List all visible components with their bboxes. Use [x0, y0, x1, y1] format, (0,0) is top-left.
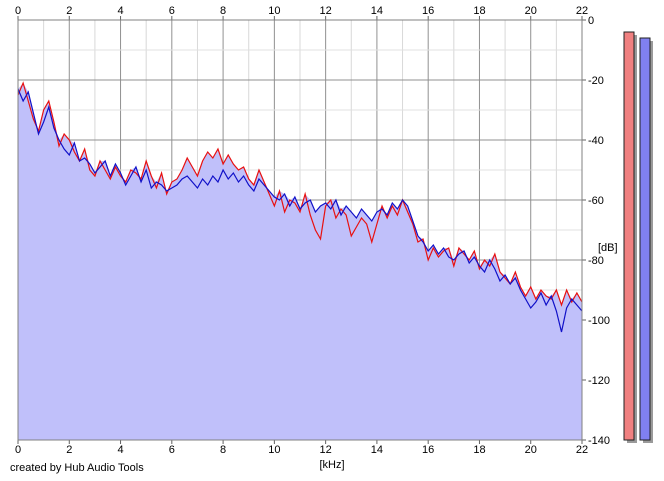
- x-tick-label-bottom: 6: [169, 444, 175, 456]
- level-meter-bar-1: [623, 31, 635, 441]
- y-tick-labels: 0 -20 -40 -60 -80 -100 -120 -140: [588, 15, 610, 447]
- y-tick-label: -100: [588, 315, 610, 327]
- y-axis-label: [dB]: [598, 242, 618, 254]
- y-tick-label: 0: [588, 15, 594, 27]
- y-tick-label: -40: [588, 135, 604, 147]
- y-tick-label: -140: [588, 435, 610, 447]
- x-axis-label: [kHz]: [319, 459, 344, 471]
- level-meters: [623, 31, 653, 443]
- y-tick-label: -80: [588, 255, 604, 267]
- x-tick-label-bottom: 2: [66, 444, 72, 456]
- x-tick-label-top: 0: [15, 5, 21, 17]
- x-tick-label-bottom: 8: [220, 444, 226, 456]
- spectrum-fill-area: [18, 83, 582, 440]
- x-tick-label-bottom: 20: [525, 444, 537, 456]
- level-meter-bar-2: [639, 37, 651, 441]
- x-tick-label-bottom: 22: [576, 444, 588, 456]
- x-tick-label-top: 14: [371, 5, 383, 17]
- y-tick-label: -120: [588, 375, 610, 387]
- x-tick-label-top: 2: [66, 5, 72, 17]
- x-tick-label-top: 6: [169, 5, 175, 17]
- x-tick-label-top: 4: [117, 5, 123, 17]
- credit-text: created by Hub Audio Tools: [10, 462, 144, 474]
- series-layer: [17, 81, 583, 440]
- x-tick-label-bottom: 4: [117, 444, 123, 456]
- x-tick-label-top: 8: [220, 5, 226, 17]
- series-line-blue: [17, 88, 583, 333]
- x-tick-label-bottom: 0: [15, 444, 21, 456]
- x-tick-label-top: 10: [268, 5, 280, 17]
- x-tick-label-bottom: 10: [268, 444, 280, 456]
- x-tick-label-top: 16: [422, 5, 434, 17]
- y-tick-label: -20: [588, 75, 604, 87]
- x-tick-label-bottom: 16: [422, 444, 434, 456]
- x-tick-label-bottom: 14: [371, 444, 383, 456]
- x-tick-label-bottom: 12: [320, 444, 332, 456]
- plot-frame: [17, 19, 583, 441]
- y-tick-label: -60: [588, 195, 604, 207]
- x-tick-label-top: 20: [525, 5, 537, 17]
- x-tick-label-top: 22: [576, 5, 588, 17]
- x-tick-label-top: 12: [320, 5, 332, 17]
- x-tick-label-bottom: 18: [473, 444, 485, 456]
- x-tick-label-top: 18: [473, 5, 485, 17]
